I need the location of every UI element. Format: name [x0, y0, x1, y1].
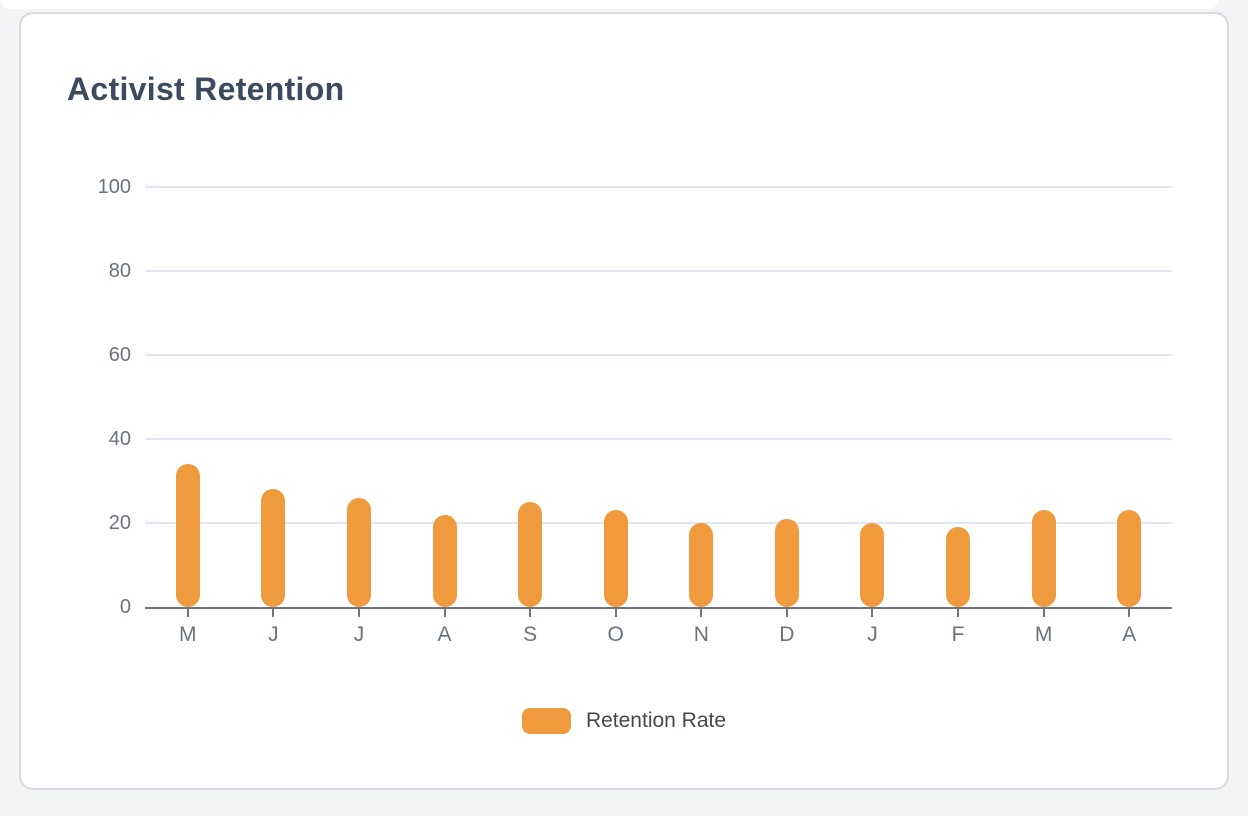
x-axis-label-8: D: [779, 623, 795, 646]
x-axis-label-7: N: [693, 623, 709, 646]
bar-11-M[interactable]: [1031, 510, 1056, 607]
x-axis-label-2: J: [268, 623, 279, 646]
legend-label: Retention Rate: [585, 709, 727, 732]
chart-title: Activist Retention: [67, 71, 345, 107]
chart-card: Activist Retention 0 20 40 60 80 100 M J J A S O N D J…: [19, 12, 1229, 790]
x-axis-label-11: M: [1034, 623, 1053, 646]
x-axis-tick-11: [1042, 609, 1045, 617]
x-axis-tick-2: [272, 609, 275, 617]
y-tick-label-40: 40: [108, 428, 131, 450]
x-axis-label-12: A: [1122, 623, 1137, 646]
legend-item-retention-rate[interactable]: Retention Rate: [521, 708, 727, 734]
x-axis-tick-12: [1128, 609, 1131, 617]
bar-12-A[interactable]: [1117, 510, 1142, 607]
x-axis-label-9: J: [867, 623, 878, 646]
x-axis-tick-5: [529, 609, 532, 617]
x-axis-label-4: A: [437, 623, 452, 646]
bar-9-J[interactable]: [860, 523, 885, 607]
bar-10-F[interactable]: [946, 527, 971, 607]
x-axis-tick-6: [614, 609, 617, 617]
x-axis-tick-7: [700, 609, 703, 617]
gridline-60: [145, 354, 1172, 356]
previous-card-edge: [0, 0, 1218, 9]
y-tick-label-100: 100: [97, 176, 131, 198]
x-axis-tick-3: [357, 609, 360, 617]
bar-1-M[interactable]: [175, 464, 200, 607]
bar-5-S[interactable]: [518, 502, 543, 607]
gridline-80: [145, 270, 1172, 272]
x-axis-label-10: F: [951, 623, 965, 646]
chart-legend: Retention Rate: [21, 708, 1227, 734]
bar-4-A[interactable]: [432, 514, 457, 607]
gridline-100: [145, 186, 1172, 188]
legend-swatch: [521, 708, 571, 734]
gridline-20: [145, 522, 1172, 524]
x-axis-label-3: J: [353, 623, 365, 646]
y-tick-label-60: 60: [108, 344, 131, 366]
plot-area: 0 20 40 60 80 100 M J J A S O N D J F M A: [98, 176, 1172, 646]
x-axis-tick-4: [443, 609, 446, 617]
y-tick-label-0: 0: [119, 596, 131, 618]
bar-3-J[interactable]: [346, 497, 371, 607]
gridline-40: [145, 438, 1172, 440]
bar-8-D[interactable]: [774, 518, 799, 607]
x-axis-tick-1: [186, 609, 189, 617]
bar-6-O[interactable]: [603, 510, 628, 607]
x-axis-label-1: M: [179, 623, 197, 646]
y-tick-label-80: 80: [108, 260, 131, 282]
x-axis-label-6: O: [607, 623, 624, 646]
bar-2-J[interactable]: [261, 489, 286, 607]
bar-7-N[interactable]: [689, 523, 714, 607]
y-tick-label-20: 20: [108, 512, 131, 534]
x-axis-tick-10: [957, 609, 960, 617]
x-axis-tick-8: [785, 609, 788, 617]
x-axis-label-5: S: [523, 623, 538, 646]
x-axis-tick-9: [871, 609, 874, 617]
